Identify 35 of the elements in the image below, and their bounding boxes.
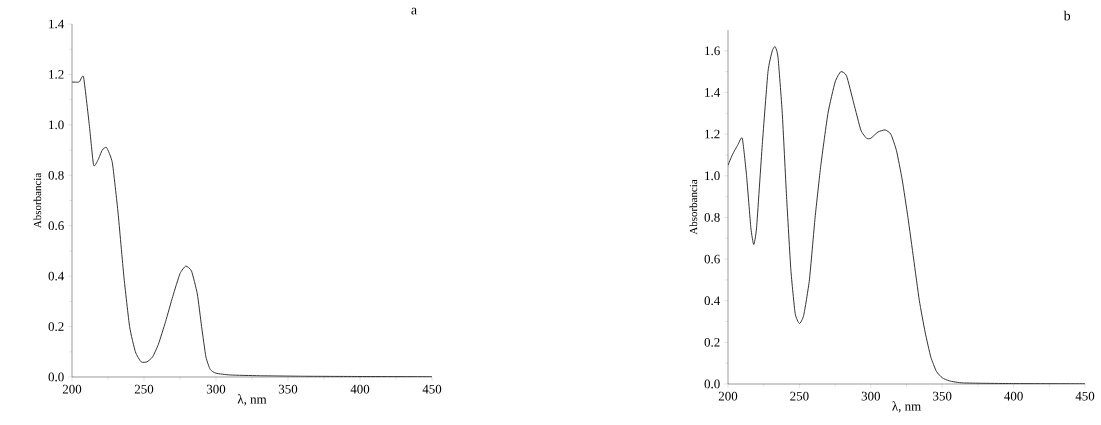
y-tick-label: 0.2 [48,322,64,331]
x-tick-label: 450 [1075,391,1095,401]
y-tick-label: 0.6 [704,254,720,264]
x-axis-title: λ, nm [892,401,921,413]
x-tick-label: 400 [350,384,370,394]
x-tick-label: 200 [718,391,738,401]
y-tick-label: 0.4 [704,296,721,306]
x-tick-label: 350 [933,391,952,401]
y-tick-label: 0.2 [704,337,720,347]
y-tick-label: 1.6 [705,46,720,56]
y-tick-label: 0.0 [704,379,720,389]
y-tick-label: 1.2 [705,129,720,139]
y-tick-label: 1.0 [49,120,64,130]
y-tick-label: 1.4 [705,88,721,97]
y-tick-label: 0.8 [48,170,64,180]
y-tick-label: 0.8 [704,213,720,222]
x-tick-label: 400 [1004,391,1023,401]
y-tick-label: 1.2 [49,70,64,79]
y-tick-label: 1.0 [705,171,720,181]
x-tick-label: 200 [62,384,82,394]
y-tick-label: 0.0 [48,372,64,382]
y-tick-label: 0.4 [48,271,65,281]
y-axis-title: Absorbancia [689,179,698,235]
chart-title: a [411,7,417,15]
x-tick-label: 350 [278,384,298,394]
x-tick-label: 300 [861,391,881,401]
x-tick-label: 450 [422,384,442,394]
y-tick-label: 0.6 [48,221,64,231]
y-axis-title: Absorbancia [33,172,42,229]
chart-title: b [1063,10,1071,21]
x-tick-label: 250 [790,391,809,401]
x-tick-label: 250 [134,384,154,394]
y-tick-label: 1.4 [49,19,65,29]
x-axis-title: λ, nm [237,394,267,406]
x-tick-label: 300 [206,384,226,394]
